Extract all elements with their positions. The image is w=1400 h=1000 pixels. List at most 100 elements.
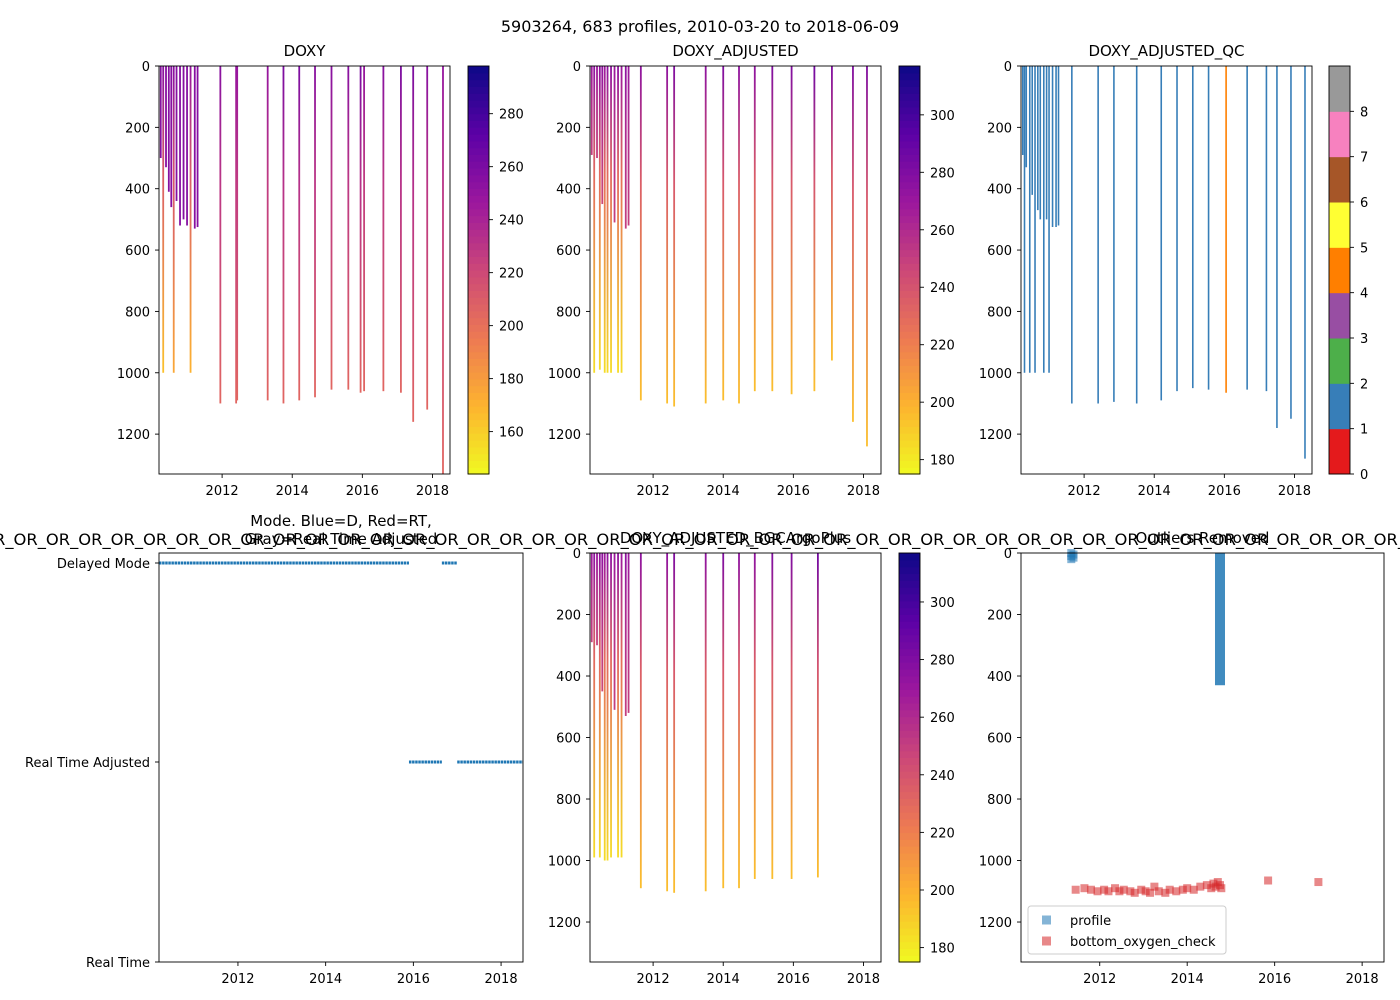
y-tick-label: 800 (987, 305, 1012, 320)
profile-column (159, 66, 162, 159)
profile-column (598, 553, 601, 858)
panel-title: DOXY_ADJUSTED_QC (1088, 42, 1244, 61)
colorbar-cell (899, 927, 920, 936)
colorbar-cell (468, 440, 489, 448)
profile-column (330, 66, 333, 390)
colorbar-cell (468, 208, 489, 217)
colorbar-cell (899, 399, 920, 407)
colorbar-cell (468, 385, 489, 393)
profile-column (363, 66, 366, 392)
colorbar-cell (468, 161, 489, 169)
profile-column (400, 66, 402, 393)
colorbar-cell (899, 168, 920, 176)
bottom-oxygen-point (1264, 876, 1273, 885)
colorbar-cell (899, 627, 920, 636)
colorbar-cell (468, 460, 489, 468)
colorbar-tick-label: 2 (1360, 377, 1368, 392)
bottom-oxygen-point (1115, 887, 1124, 896)
profile-column (666, 553, 669, 892)
colorbar-cell (899, 372, 920, 380)
panel-subtitle: Gray=Real Time Adjusted (245, 530, 438, 548)
panel-mode: Delayed Mode Real Time Adjusted Real Time 2… (25, 512, 524, 987)
colorbar-cell (899, 682, 920, 690)
bottom-oxygen-point (1178, 885, 1187, 894)
colorbar-tick-label: 220 (930, 826, 955, 841)
panel-title: Outliers Removed (1136, 529, 1270, 547)
colorbar-cell (899, 297, 920, 305)
colorbar-cell (899, 941, 920, 949)
colorbar-cell (899, 134, 920, 142)
colorbar-cell (899, 553, 920, 561)
colorbar-cell (468, 263, 489, 271)
y-tick-label: 400 (556, 670, 581, 685)
profile-column (610, 553, 612, 858)
colorbar-cell (899, 317, 920, 325)
colorbar-cell (899, 771, 920, 779)
colorbar-tick-label: 280 (930, 166, 955, 181)
colorbar: 160 180 200 220 240 260 280 (467, 65, 524, 475)
profile-column (596, 66, 598, 159)
profile-column (617, 66, 619, 373)
colorbar-cell (899, 832, 920, 840)
x-tick-label: 2018 (847, 484, 880, 499)
colorbar-tick-label: 160 (499, 426, 524, 441)
colorbar-cell (899, 900, 920, 909)
colorbar-tick-label: 4 (1360, 287, 1368, 302)
profile-column (866, 66, 868, 447)
colorbar-cell (899, 566, 920, 575)
colorbar-cell (899, 798, 920, 806)
colorbar-cell (899, 93, 920, 101)
axes-frame (1020, 552, 1385, 963)
x-tick-label: 2012 (221, 972, 254, 987)
profile-column (639, 553, 642, 889)
bottom-oxygen-point (1172, 887, 1181, 896)
colorbar-tick-label: 300 (930, 109, 955, 124)
legend-label: profile (1070, 914, 1111, 929)
colorbar-cell (1329, 338, 1350, 384)
bottom-oxygen-point (1119, 885, 1128, 894)
panel-outliers: profile bottom_oxygen_check 2012 2014 2016 20… (979, 529, 1385, 987)
profile-column (162, 66, 165, 373)
colorbar-cell (899, 934, 920, 943)
colorbar-cell (468, 372, 489, 380)
colorbar-cell (899, 249, 920, 257)
colorbar-cell (899, 338, 920, 346)
profile-column (601, 66, 604, 205)
colorbar-cell (468, 338, 489, 346)
bottom-oxygen-point (1141, 887, 1150, 896)
profile-column (219, 66, 222, 404)
colorbar-cell (468, 181, 489, 189)
profile-column (593, 66, 596, 373)
colorbar-cell (1329, 111, 1350, 158)
colorbar-tick-label: 280 (930, 654, 955, 669)
colorbar-cell (899, 440, 920, 448)
colorbar-cell (899, 648, 920, 656)
colorbar-cell (899, 453, 920, 461)
y-tick-label: 0 (1004, 60, 1012, 75)
colorbar-cell (899, 385, 920, 393)
profile-column (613, 66, 616, 223)
colorbar-cell (468, 202, 489, 210)
colorbar-cell (899, 730, 920, 738)
y-tick-label: 1200 (548, 916, 581, 931)
colorbar-cell (899, 154, 920, 162)
colorbar-cell (899, 621, 920, 629)
colorbar-cell (899, 723, 920, 731)
colorbar-cell (899, 716, 920, 725)
colorbar-cell (468, 100, 489, 108)
colorbar-cell (468, 134, 489, 142)
profile-column (816, 553, 819, 878)
y-tick-label: 1200 (979, 428, 1012, 443)
colorbar-cell (899, 406, 920, 414)
colorbar-cell (468, 324, 489, 332)
colorbar-cell (899, 236, 920, 244)
profile-column (182, 66, 185, 220)
profile-column (314, 66, 316, 398)
profile-column (624, 66, 627, 229)
y-tick-label: Real Time (86, 956, 150, 971)
colorbar-cell (899, 907, 920, 915)
colorbar: 180 200 220 240 260 280 300 (898, 65, 955, 475)
panel-title: DOXY_ADJUSTED (672, 42, 798, 61)
colorbar-cell (899, 887, 920, 895)
colorbar-tick-label: 240 (930, 281, 955, 296)
